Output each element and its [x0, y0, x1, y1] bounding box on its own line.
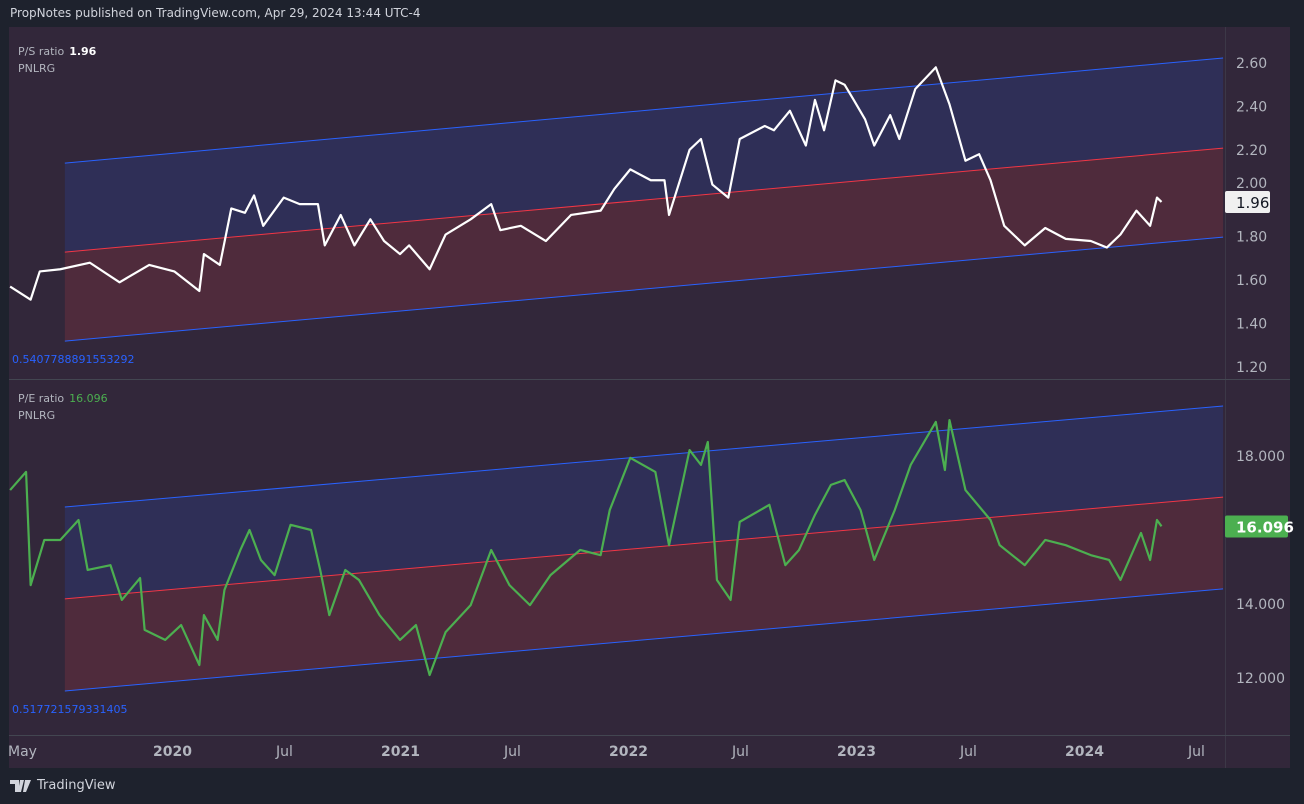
ps-channel-upper-line	[64, 57, 1224, 164]
time-axis-label: 2022	[609, 744, 648, 760]
pe-legend-title: P/E ratio	[18, 392, 65, 405]
ps-last-value-tag	[1225, 190, 1270, 213]
pe-upper-band	[64, 406, 1224, 599]
pe-series-line	[9, 419, 1163, 677]
ps-ytick-label: 1.20	[1236, 360, 1267, 376]
ps-legend-symbol: PNLRG	[18, 62, 56, 75]
ps-lower-band	[64, 148, 1224, 342]
ps-last-value-label: 1.96	[1236, 194, 1269, 212]
pe-pane	[9, 405, 1224, 692]
ps-ytick-label: 2.60	[1236, 56, 1267, 72]
tradingview-logo-icon	[10, 779, 31, 792]
pe-channel-mid-line	[64, 496, 1224, 600]
time-axis-label: Jul	[731, 744, 749, 760]
pe-last-value-label: 16.096	[1236, 518, 1294, 536]
ps-ytick-label: 2.00	[1236, 176, 1267, 192]
ps-ytick-label: 1.60	[1236, 273, 1267, 289]
ps-upper-band	[64, 58, 1224, 253]
time-axis-label: Jul	[959, 744, 977, 760]
publish-info: PropNotes published on TradingView.com, …	[10, 6, 421, 20]
ps-channel-lower-line	[64, 236, 1224, 342]
pe-channel-label: 0.517721579331405	[12, 703, 128, 716]
time-axis-label: Jul	[275, 744, 293, 760]
time-axis-label: 2021	[381, 744, 420, 760]
pe-ytick-label: 14.000	[1236, 597, 1285, 613]
pe-ytick-label: 18.000	[1236, 449, 1285, 465]
ps-ytick-label: 1.80	[1236, 230, 1267, 246]
ps-ytick-label: 2.20	[1236, 143, 1267, 159]
time-axis-label: Jul	[503, 744, 521, 760]
footer-brand: TradingView	[37, 778, 116, 793]
pe-legend[interactable]: P/E ratio 16.096 PNLRG	[18, 390, 108, 424]
ps-series-line	[9, 66, 1163, 301]
time-axis-label: 2023	[837, 744, 876, 760]
ps-legend-value: 1.96	[69, 45, 97, 58]
pe-channel-lower-line	[64, 588, 1224, 692]
pe-lower-band	[64, 497, 1224, 691]
ps-legend-title: P/S ratio	[18, 45, 65, 58]
ps-ytick-label: 2.40	[1236, 99, 1267, 115]
time-axis-label: Jul	[1187, 744, 1205, 760]
ps-ytick-label: 1.40	[1236, 317, 1267, 333]
ps-legend[interactable]: P/S ratio 1.96 PNLRG	[18, 43, 96, 77]
pe-channel-upper-line	[64, 405, 1224, 508]
tradingview-logo[interactable]: TradingView	[10, 778, 116, 793]
pe-legend-value: 16.096	[69, 392, 108, 405]
ps-channel-mid-line	[64, 147, 1224, 253]
pe-last-value-tag	[1225, 515, 1288, 538]
ps-channel-label: 0.5407788891553292	[12, 353, 135, 366]
time-axis-label: 2020	[153, 744, 192, 760]
ps-pane	[9, 57, 1224, 342]
pe-ytick-label: 12.000	[1236, 671, 1285, 687]
pe-legend-symbol: PNLRG	[18, 409, 56, 422]
time-axis-label: May	[8, 744, 37, 760]
time-axis-label: 2024	[1065, 744, 1104, 760]
